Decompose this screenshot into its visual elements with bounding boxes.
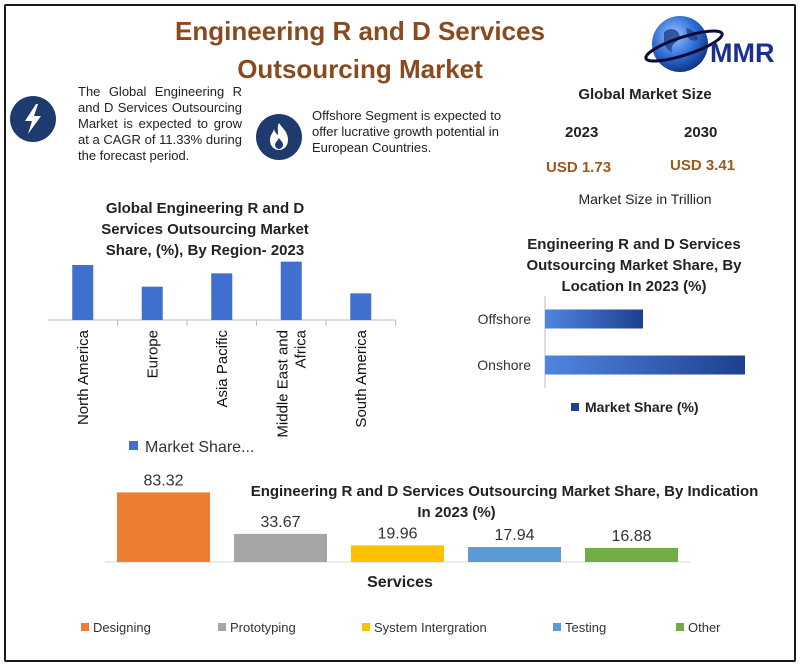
region-bar: [72, 265, 94, 320]
region-bar: [141, 286, 163, 320]
region-tick-label: North America: [75, 329, 92, 425]
region-chart-title-line: Share, (%), By Region- 2023: [105, 242, 305, 259]
services-legend-label: Other: [688, 620, 721, 635]
services-legend-swatch: [553, 623, 561, 631]
services-bar: [468, 547, 561, 562]
region-bar: [280, 261, 302, 320]
services-value-label: 83.32: [143, 472, 183, 489]
services-value-label: 33.67: [260, 514, 300, 531]
services-axis-label: Services: [367, 574, 433, 591]
services-bar: [117, 492, 210, 562]
services-bar: [585, 547, 678, 562]
services-chart-title-line: Engineering R and D Services Outsourcing…: [250, 483, 759, 500]
globe-icon: [644, 16, 724, 72]
market-size-note: Market Size in Trillion: [578, 191, 712, 207]
title-line-1: Engineering R and D Services: [175, 16, 545, 46]
market-size-value-2030: USD 3.41: [670, 157, 736, 174]
location-chart-title-line: Location In 2023 (%): [561, 278, 707, 295]
region-chart-title-line: Services Outsourcing Market: [101, 221, 309, 238]
infographic-frame: [4, 4, 796, 662]
services-chart-title-line: In 2023 (%): [417, 504, 496, 521]
market-size-year-2023: 2023: [565, 124, 599, 141]
region-tick-label-line: North America: [75, 329, 92, 425]
region-tick-label: Asia Pacific: [214, 330, 231, 408]
region-tick-label-line: Africa: [292, 329, 309, 368]
services-legend-swatch: [81, 623, 89, 631]
services-value-label: 19.96: [377, 525, 417, 542]
services-bar: [351, 545, 444, 562]
region-tick-label-line: Europe: [144, 330, 161, 378]
region-tick-label: Middle East andAfrica: [274, 329, 309, 437]
services-legend-swatch: [362, 623, 370, 631]
lightning-icon: [25, 104, 41, 134]
services-chart-title: Engineering R and D Services Outsourcing…: [232, 481, 777, 523]
mmr-logo: MMR: [644, 16, 774, 72]
location-chart-title-line: Engineering R and D Services: [527, 236, 741, 253]
page-title: Engineering R and D Services Outsourcing…: [150, 12, 570, 88]
offshore-paragraph: Offshore Segment is expected to offer lu…: [312, 108, 502, 155]
market-size-title: Global Market Size: [578, 86, 712, 103]
region-tick-label-line: Asia Pacific: [214, 330, 231, 408]
location-bar: [545, 309, 643, 329]
location-bar: [545, 355, 745, 375]
location-chart-title-line: Outsourcing Market Share, By: [526, 257, 742, 274]
services-value-label: 16.88: [611, 528, 651, 545]
region-legend-swatch: [129, 441, 138, 450]
location-tick-label: Offshore: [478, 311, 532, 327]
location-legend-swatch: [571, 403, 579, 411]
intro-paragraph: The Global Engineering R and D Services …: [78, 84, 242, 163]
services-value-label: 17.94: [494, 527, 534, 544]
region-tick-label: South America: [353, 329, 370, 427]
region-legend-label: Market Share...: [145, 439, 254, 456]
region-tick-label-line: Middle East and: [274, 330, 291, 438]
logo-text: MMR: [710, 38, 774, 68]
services-legend-label: System Intergration: [374, 620, 487, 635]
services-legend-label: Prototyping: [230, 620, 296, 635]
region-bar: [211, 273, 233, 320]
title-line-2: Outsourcing Market: [237, 54, 483, 84]
region-tick-label-line: South America: [353, 329, 370, 427]
region-chart-title: Global Engineering R and D Services Outs…: [80, 198, 330, 261]
region-bar: [350, 293, 372, 320]
services-legend-label: Designing: [93, 620, 151, 635]
services-bar: [234, 533, 327, 562]
market-size-value-2023: USD 1.73: [546, 159, 612, 176]
lightning-icon-badge: [10, 96, 56, 142]
region-chart-title-line: Global Engineering R and D: [105, 200, 305, 217]
market-size-year-2030: 2030: [684, 124, 718, 141]
location-legend-label: Market Share (%): [585, 399, 699, 415]
location-tick-label: Onshore: [477, 357, 531, 373]
flame-icon: [270, 123, 288, 150]
services-legend-swatch: [218, 623, 226, 631]
services-legend-swatch: [676, 623, 684, 631]
location-chart-title: Engineering R and D Services Outsourcing…: [508, 234, 760, 297]
region-tick-label: Europe: [144, 330, 161, 378]
flame-icon-badge: [256, 114, 302, 160]
services-legend-label: Testing: [565, 620, 606, 635]
